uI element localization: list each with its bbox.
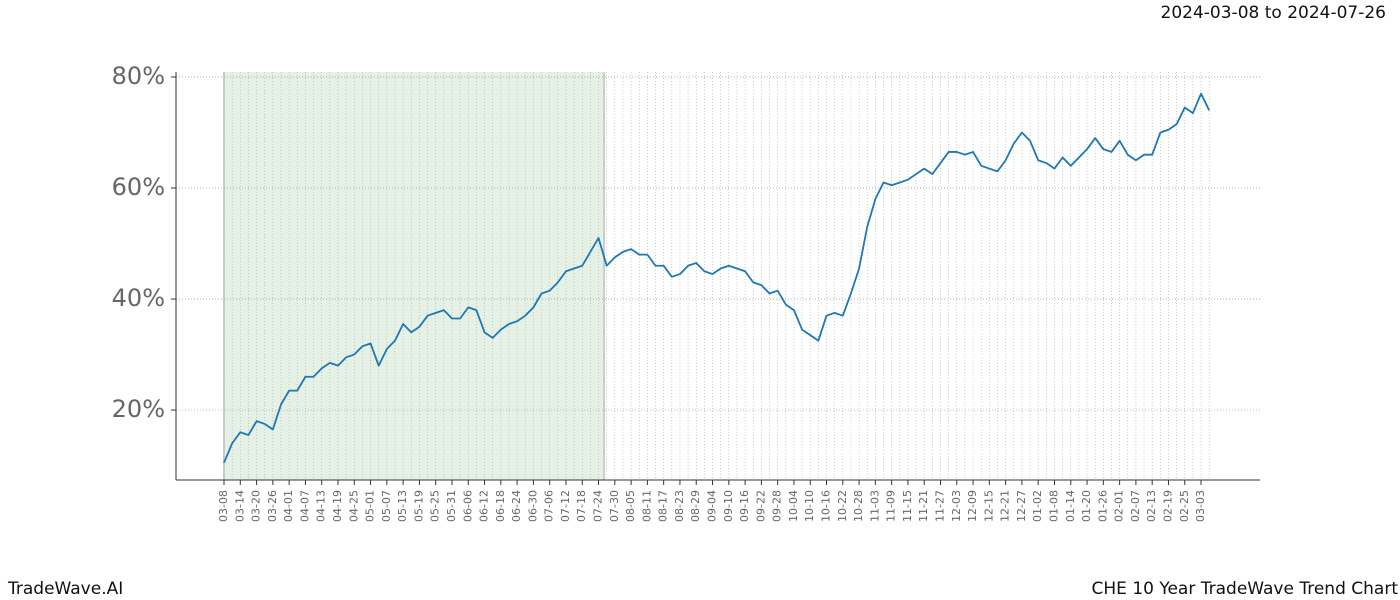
- x-tick-label: 03-08: [217, 490, 230, 522]
- x-tick-label: 05-13: [396, 490, 409, 522]
- x-tick-label: 01-02: [1031, 490, 1044, 522]
- x-tick-label: 03-14: [233, 490, 246, 522]
- x-tick-label: 11-15: [901, 490, 914, 522]
- x-tick-label: 02-13: [1145, 490, 1158, 522]
- x-tick-label: 07-24: [592, 490, 605, 522]
- x-tick-label: 09-16: [738, 490, 751, 522]
- x-tick-label: 12-15: [982, 490, 995, 522]
- chart-title: 2024-03-08 to 2024-07-26: [1161, 3, 1386, 23]
- x-tick-label: 04-19: [331, 490, 344, 522]
- x-tick-label: 06-30: [526, 490, 539, 522]
- x-tick-label: 08-05: [624, 490, 637, 522]
- y-tick-label: 60%: [112, 173, 165, 201]
- x-tick-label: 10-28: [852, 490, 865, 522]
- x-tick-label: 10-22: [836, 490, 849, 522]
- x-tick-label: 12-27: [1015, 490, 1028, 522]
- y-tick-label: 20%: [112, 395, 165, 423]
- x-tick-label: 08-11: [640, 490, 653, 522]
- x-tick-label: 04-13: [315, 490, 328, 522]
- x-tick-label: 06-18: [494, 490, 507, 522]
- x-tick-label: 03-26: [266, 490, 279, 522]
- x-tick-label: 11-27: [933, 490, 946, 522]
- x-tick-label: 12-21: [999, 490, 1012, 522]
- x-tick-label: 02-19: [1161, 490, 1174, 522]
- y-tick-label: 40%: [112, 284, 165, 312]
- x-tick-label: 11-21: [917, 490, 930, 522]
- x-tick-label: 02-07: [1129, 490, 1142, 522]
- x-tick-label: 07-18: [575, 490, 588, 522]
- x-tick-label: 03-20: [250, 490, 263, 522]
- x-tick-label: 01-08: [1047, 490, 1060, 522]
- x-tick-label: 06-24: [510, 490, 523, 522]
- x-tick-label: 10-10: [803, 490, 816, 522]
- x-tick-label: 09-04: [706, 490, 719, 522]
- data-line: [223, 92, 1210, 464]
- x-tick-label: 04-25: [347, 490, 360, 522]
- x-tick-label: 12-03: [950, 490, 963, 522]
- x-tick-label: 02-01: [1113, 490, 1126, 522]
- y-tick-label: 80%: [112, 62, 165, 90]
- x-tick-label: 10-04: [787, 490, 800, 522]
- x-tick-label: 01-20: [1080, 490, 1093, 522]
- highlight-region: [224, 72, 604, 480]
- x-tick-label: 09-10: [722, 490, 735, 522]
- x-tick-label: 08-17: [657, 490, 670, 522]
- x-tick-label: 10-16: [820, 490, 833, 522]
- x-tick-label: 01-14: [1064, 490, 1077, 522]
- footer-left: TradeWave.AI: [7, 579, 123, 599]
- x-tick-label: 08-23: [673, 490, 686, 522]
- footer-right: CHE 10 Year TradeWave Trend Chart: [1092, 579, 1399, 599]
- x-tick-label: 11-03: [868, 490, 881, 522]
- x-tick-label: 12-09: [966, 490, 979, 522]
- x-tick-label: 05-01: [364, 490, 377, 522]
- x-tick-label: 09-22: [754, 490, 767, 522]
- x-tick-label: 05-25: [429, 490, 442, 522]
- x-tick-label: 05-31: [445, 490, 458, 522]
- x-tick-label: 08-29: [689, 490, 702, 522]
- x-tick-label: 02-25: [1178, 490, 1191, 522]
- x-tick-label: 04-07: [298, 490, 311, 522]
- x-tick-label: 07-06: [543, 490, 556, 522]
- x-tick-label: 07-30: [608, 490, 621, 522]
- x-tick-label: 07-12: [559, 490, 572, 522]
- x-tick-label: 06-06: [461, 490, 474, 522]
- x-tick-label: 05-07: [380, 490, 393, 522]
- x-tick-label: 11-09: [885, 490, 898, 522]
- x-tick-label: 03-03: [1194, 490, 1207, 522]
- x-tick-label: 06-12: [478, 490, 491, 522]
- x-tick-label: 05-19: [412, 490, 425, 522]
- x-tick-label: 01-26: [1096, 490, 1109, 522]
- x-tick-label: 09-28: [771, 490, 784, 522]
- x-tick-label: 04-01: [282, 490, 295, 522]
